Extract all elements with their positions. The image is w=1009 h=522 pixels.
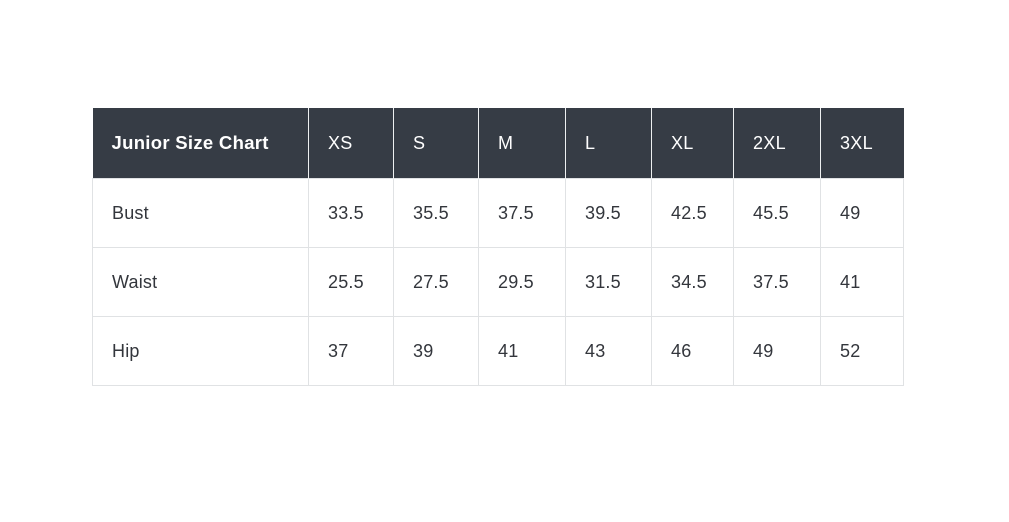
size-chart-table: Junior Size Chart XS S M L XL 2XL 3XL Bust 33.5…: [92, 108, 904, 386]
size-value-cell: 25.5: [308, 247, 394, 317]
size-value-cell: 27.5: [393, 247, 479, 317]
size-value-cell: 33.5: [308, 178, 394, 248]
table-body: Bust 33.5 35.5 37.5 39.5 42.5 45.5 49 Waist 25.5 2…: [92, 178, 904, 386]
table-row: Waist 25.5 27.5 29.5 31.5 34.5 37.5 41: [92, 247, 904, 317]
column-header-l: L: [565, 108, 652, 179]
header-row: Junior Size Chart XS S M L XL 2XL 3XL: [92, 108, 904, 179]
table-row: Hip 37 39 41 43 46 49 52: [92, 316, 904, 386]
table-row: Bust 33.5 35.5 37.5 39.5 42.5 45.5 49: [92, 178, 904, 248]
size-value-cell: 49: [820, 178, 904, 248]
size-value-cell: 35.5: [393, 178, 479, 248]
size-value-cell: 31.5: [565, 247, 652, 317]
size-value-cell: 43: [565, 316, 652, 386]
size-value-cell: 41: [820, 247, 904, 317]
chart-title-cell: Junior Size Chart: [92, 108, 309, 179]
measurement-label: Hip: [92, 316, 309, 386]
size-value-cell: 39: [393, 316, 479, 386]
size-value-cell: 39.5: [565, 178, 652, 248]
size-value-cell: 29.5: [478, 247, 566, 317]
column-header-xl: XL: [651, 108, 734, 179]
measurement-label: Waist: [92, 247, 309, 317]
size-value-cell: 41: [478, 316, 566, 386]
size-value-cell: 34.5: [651, 247, 734, 317]
size-value-cell: 37.5: [478, 178, 566, 248]
column-header-m: M: [478, 108, 566, 179]
size-value-cell: 49: [733, 316, 821, 386]
size-value-cell: 46: [651, 316, 734, 386]
column-header-2xl: 2XL: [733, 108, 821, 179]
size-value-cell: 52: [820, 316, 904, 386]
column-header-xs: XS: [308, 108, 394, 179]
measurement-label: Bust: [92, 178, 309, 248]
size-value-cell: 42.5: [651, 178, 734, 248]
size-value-cell: 37: [308, 316, 394, 386]
size-value-cell: 37.5: [733, 247, 821, 317]
size-value-cell: 45.5: [733, 178, 821, 248]
column-header-s: S: [393, 108, 479, 179]
column-header-3xl: 3XL: [820, 108, 904, 179]
